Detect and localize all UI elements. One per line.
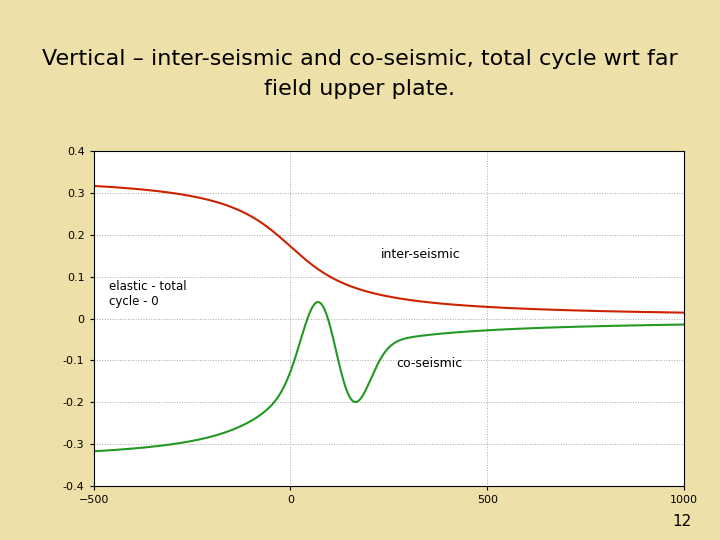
Text: field upper plate.: field upper plate. bbox=[264, 79, 456, 99]
Text: Vertical – inter-seismic and co-seismic, total cycle wrt far: Vertical – inter-seismic and co-seismic,… bbox=[42, 49, 678, 70]
Text: elastic - total
cycle - 0: elastic - total cycle - 0 bbox=[109, 280, 187, 308]
Text: co-seismic: co-seismic bbox=[397, 357, 463, 370]
Text: 12: 12 bbox=[672, 514, 691, 529]
Text: inter-seismic: inter-seismic bbox=[381, 248, 461, 261]
